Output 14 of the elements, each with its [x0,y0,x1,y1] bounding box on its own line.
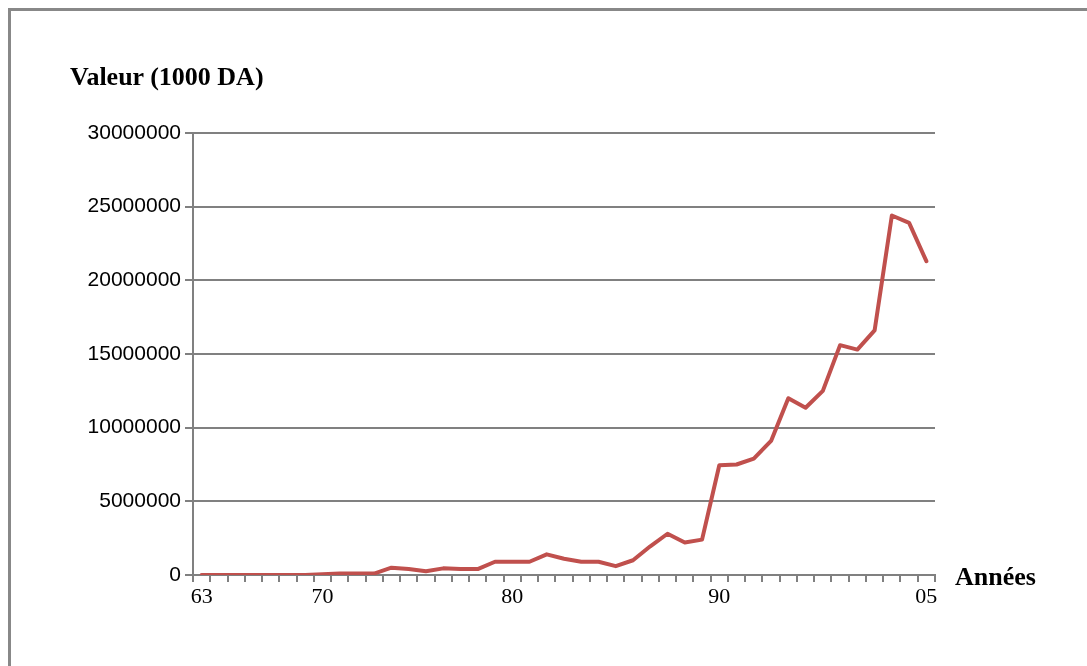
y-tick-label: 20000000 [87,267,181,291]
x-tick-label: 63 [190,582,213,608]
x-tick-label: 80 [501,582,524,608]
y-tick-label: 5000000 [99,488,181,512]
y-tick-label: 30000000 [87,119,181,143]
x-tick-label: 70 [311,582,334,608]
y-axis-title: Valeur (1000 DA) [70,62,264,92]
y-tick-label: 25000000 [87,193,181,217]
x-tick-label: 05 [915,582,938,608]
y-tick-label: 0 [169,561,181,585]
y-tick-label: 15000000 [87,340,181,364]
x-axis-title: Années [955,562,1036,592]
y-tick-label: 10000000 [87,414,181,438]
x-tick-label: 90 [708,582,731,608]
